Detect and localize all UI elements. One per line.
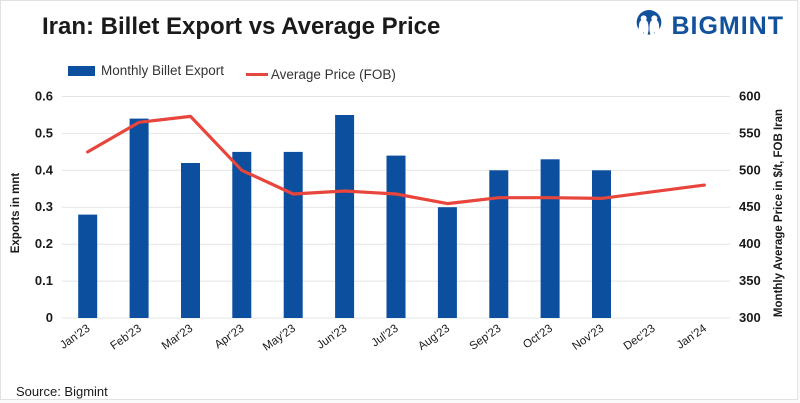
svg-text:Dec'23: Dec'23 <box>622 323 658 353</box>
svg-text:Jul'23: Jul'23 <box>370 323 401 350</box>
svg-text:Mar'23: Mar'23 <box>160 323 195 353</box>
svg-text:Monthly Average Price in $/t,: Monthly Average Price in $/t, FOB Iran <box>773 109 785 317</box>
svg-text:350: 350 <box>739 273 761 288</box>
svg-text:450: 450 <box>739 199 761 214</box>
svg-text:Jan'24: Jan'24 <box>675 322 710 351</box>
svg-text:Jun'23: Jun'23 <box>315 323 349 352</box>
svg-text:Apr'23: Apr'23 <box>213 323 247 352</box>
svg-text:0.6: 0.6 <box>35 89 53 104</box>
svg-text:0: 0 <box>46 310 53 325</box>
svg-text:0.1: 0.1 <box>35 273 53 288</box>
svg-text:400: 400 <box>739 236 761 251</box>
svg-text:500: 500 <box>739 162 761 177</box>
svg-text:Feb'23: Feb'23 <box>108 323 143 353</box>
svg-text:Jan'23: Jan'23 <box>58 323 92 352</box>
svg-text:Oct'23: Oct'23 <box>521 323 555 352</box>
svg-text:0.4: 0.4 <box>35 162 54 177</box>
svg-text:Nov'23: Nov'23 <box>570 323 606 353</box>
svg-text:Sep'23: Sep'23 <box>468 323 504 353</box>
svg-text:0.5: 0.5 <box>35 125 53 140</box>
svg-text:600: 600 <box>739 89 761 104</box>
svg-text:550: 550 <box>739 125 761 140</box>
svg-text:0.3: 0.3 <box>35 199 53 214</box>
svg-text:300: 300 <box>739 310 761 325</box>
svg-text:May'23: May'23 <box>261 323 298 354</box>
svg-text:Aug'23: Aug'23 <box>416 323 452 353</box>
svg-text:0.2: 0.2 <box>35 236 53 251</box>
svg-text:Exports in mnt: Exports in mnt <box>10 173 22 254</box>
